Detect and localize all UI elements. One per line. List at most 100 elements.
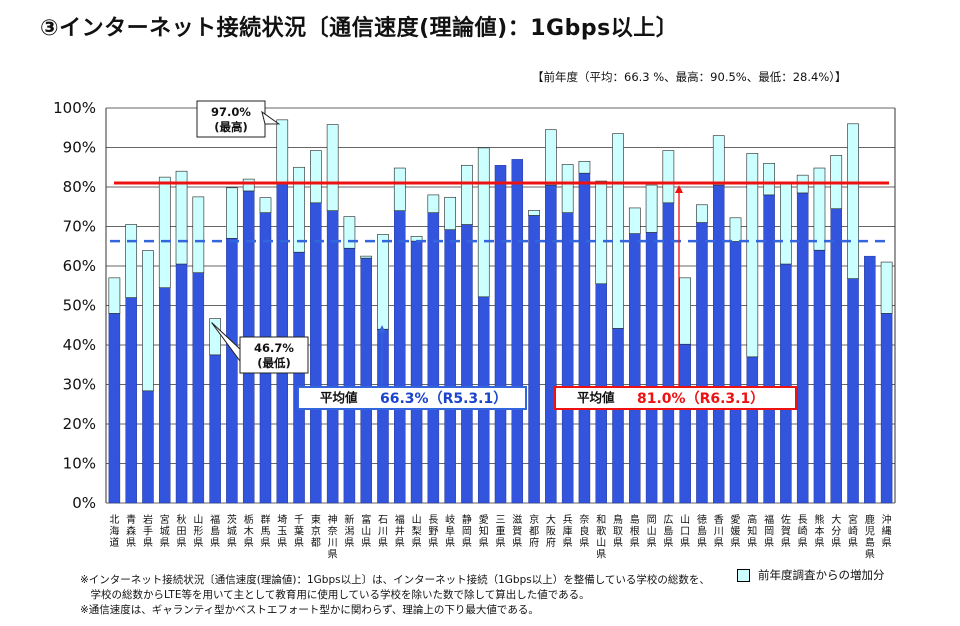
bar-increase [310, 150, 322, 204]
bar-increase [461, 164, 473, 225]
x-tick-label-char: 県 [479, 537, 489, 549]
x-tick-label-char: 城 [227, 526, 237, 538]
x-tick-label-char: 京 [311, 525, 321, 538]
bar-current [780, 263, 792, 504]
bar-current [880, 313, 893, 504]
x-tick-label-char: 島 [210, 525, 220, 538]
x-tick-label-char: 岡 [764, 526, 774, 538]
x-tick-label-char: 県 [680, 537, 690, 549]
bar-current [629, 233, 641, 504]
footnote-3: ※通信速度は、ギャランティ型かベストエフォート型かに関わらず、理論上の下り最大値… [80, 604, 539, 616]
x-tick-label-char: 鳥 [613, 513, 623, 526]
x-tick-label-char: 府 [546, 536, 556, 549]
legend: 前年度調査からの増加分 [737, 567, 885, 583]
x-tick-label-char: 福 [395, 513, 405, 526]
x-tick-label-char: 良 [579, 525, 589, 538]
bar-increase [561, 164, 574, 213]
bar-increase [595, 180, 608, 285]
x-tick-label-char: 和 [596, 514, 606, 526]
x-tick-label-char: 県 [647, 537, 657, 549]
x-tick-label-char: 徳 [697, 513, 707, 526]
x-tick-label-char: 愛 [479, 513, 489, 526]
bar-increase [612, 133, 624, 329]
x-tick-label-char: 埼 [277, 513, 287, 526]
bar-current [343, 248, 356, 504]
annotation-max-value: 97.0% [211, 105, 251, 119]
x-tick-label-char: 都 [311, 537, 321, 549]
x-tick-label-char: 県 [277, 537, 287, 549]
x-tick-label-char: 山 [361, 526, 371, 538]
bar-current [864, 255, 876, 504]
footnote-1: ※インターネット接続状況〔通信速度(理論値)：1Gbps以上〕は、インターネット… [80, 574, 710, 586]
x-tick-label-char: 潟 [344, 525, 354, 538]
bar-increase [226, 187, 238, 239]
annotation-min-tag: (最低) [257, 356, 291, 370]
x-tick-label-char: 沖 [882, 513, 892, 526]
average-label-r5-label: 平均値 [320, 390, 358, 405]
x-tick-label-char: 奈 [579, 513, 589, 526]
x-tick-label-char: 根 [630, 525, 640, 538]
x-tick-label-char: 川 [328, 538, 338, 549]
bar-increase [746, 153, 759, 358]
x-tick-label-char: 愛 [731, 513, 741, 526]
bar-increase [477, 147, 490, 298]
x-tick-label-char: 熊 [814, 513, 824, 526]
bar-increase [209, 318, 221, 356]
x-tick-label-char: 県 [563, 537, 573, 549]
bar-current [696, 222, 708, 504]
bar-current [830, 208, 842, 504]
x-tick-label-char: 滋 [512, 513, 522, 526]
y-tick-label: 80% [63, 178, 96, 196]
x-tick-label-char: 県 [244, 537, 254, 549]
x-tick-label-char: 重 [496, 525, 506, 538]
bar-increase [242, 178, 255, 192]
bar-increase [276, 119, 289, 184]
y-tick-label: 90% [63, 139, 96, 157]
bar-increase [393, 167, 406, 211]
x-tick-label-char: 田 [177, 527, 187, 538]
x-tick-label-char: 三 [496, 515, 506, 526]
x-tick-label-char: 岡 [462, 526, 472, 538]
bar-increase [444, 196, 456, 230]
x-tick-label-char: 県 [714, 537, 724, 549]
x-tick-label-char: 県 [731, 537, 741, 549]
bar-increase [175, 170, 188, 265]
annotation-min-value: 46.7% [254, 341, 294, 355]
annotation-min-pointer [211, 322, 241, 363]
x-tick-label-char: 県 [865, 549, 875, 561]
x-tick-label-char: 庫 [563, 525, 573, 538]
x-tick-label-char: 県 [378, 537, 388, 549]
x-tick-label-char: 県 [160, 537, 170, 549]
footnote-2: 学校の総数からLTE等を用いて主として教育用に使用している学校を除いた数で除して… [80, 589, 590, 601]
x-tick-label-char: 山 [412, 514, 422, 526]
x-tick-label-char: 宮 [848, 513, 858, 526]
x-tick-label-char: 県 [193, 537, 203, 549]
bar-increase [360, 255, 373, 259]
annotation-max-tag: (最高) [214, 120, 248, 134]
x-tick-label-char: 静 [462, 513, 472, 526]
x-tick-label-char: 木 [244, 526, 254, 538]
x-tick-label-char: 京 [529, 513, 539, 526]
bar-current [712, 184, 725, 504]
bar-increase [847, 123, 859, 279]
x-tick-label-char: 川 [714, 527, 724, 538]
legend-swatch-increase [737, 568, 750, 582]
bar-increase [880, 261, 893, 314]
bar-increase [662, 150, 675, 204]
legend-label-increase: 前年度調査からの増加分 [758, 568, 885, 582]
bar-current [159, 287, 171, 504]
x-tick-label-char: 県 [831, 537, 841, 549]
page-title: ③インターネット接続状況〔通信速度(理論値)：1Gbps以上〕 [40, 16, 679, 41]
x-tick-label-char: 県 [882, 537, 892, 549]
bar-current [847, 278, 859, 504]
x-tick-label-char: 新 [344, 513, 354, 526]
x-tick-label-char: 石 [378, 515, 388, 526]
x-tick-label-char: 道 [109, 536, 119, 549]
bar-current [142, 390, 154, 504]
x-tick-label-char: 県 [462, 537, 472, 549]
x-tick-label-char: 大 [831, 513, 841, 526]
x-tick-label-char: 県 [227, 537, 237, 549]
x-tick-label-char: 岡 [647, 514, 657, 526]
x-tick-label-char: 長 [798, 514, 808, 526]
x-tick-label-char: 県 [663, 537, 673, 549]
